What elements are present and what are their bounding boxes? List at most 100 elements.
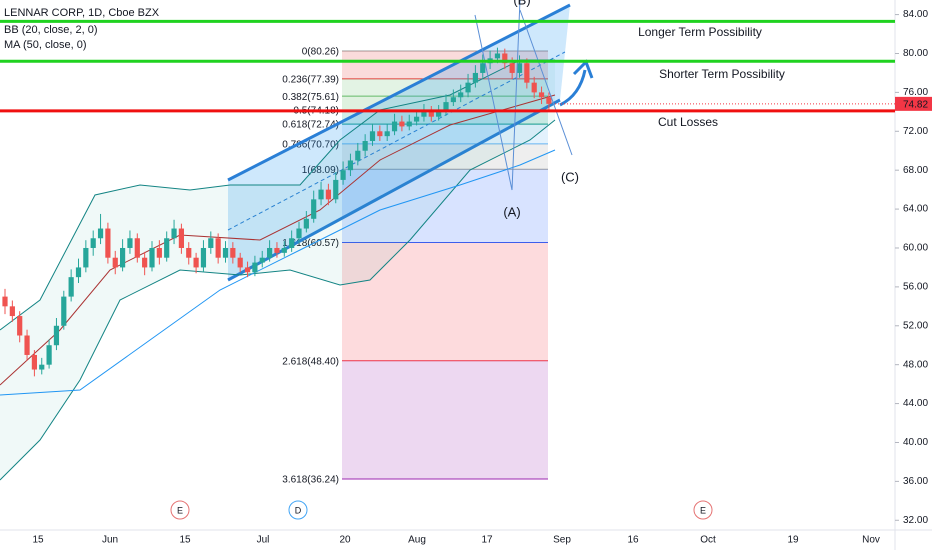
event-marker: [170, 500, 190, 520]
candle-body: [83, 247, 89, 268]
candle-body: [200, 247, 207, 268]
h-line-label: Cut Losses: [658, 115, 718, 129]
candle-body: [311, 199, 317, 219]
fib-label: 1.618(60.57): [282, 238, 339, 249]
candle-body: [391, 121, 398, 132]
fib-band: [342, 169, 548, 243]
candle-body: [289, 238, 295, 248]
wave-line: [519, 9, 573, 156]
y-tick-label: 64.00: [903, 204, 928, 215]
channel-mid: [227, 51, 566, 231]
candle-body: [369, 131, 376, 142]
candle-body: [428, 111, 434, 117]
candle-body: [414, 116, 420, 122]
candle-body: [230, 247, 236, 258]
candle-body: [164, 238, 170, 258]
candle-body: [39, 364, 45, 370]
candle-body: [509, 63, 515, 73]
bb-lower: [0, 119, 556, 481]
candle-body: [516, 63, 523, 73]
fib-label: 0.786(70.70): [282, 140, 339, 151]
candle-body: [17, 316, 23, 336]
event-label: D: [295, 505, 302, 515]
wave-label: (B): [513, 0, 530, 7]
candle-body: [318, 189, 324, 200]
bb-basis: [0, 94, 556, 386]
fib-band: [342, 360, 548, 480]
candle-body: [142, 257, 148, 268]
candle-body: [244, 267, 251, 273]
fib-label: 0.236(77.39): [282, 75, 339, 86]
y-tick-label: 44.00: [903, 398, 928, 409]
fib-band: [342, 110, 548, 125]
h-line-label: Longer Term Possibility: [638, 25, 762, 39]
y-tick-label: 84.00: [903, 9, 928, 20]
candle-body: [384, 131, 390, 137]
candle-body: [134, 238, 140, 258]
y-tick-label: 80.00: [903, 48, 928, 59]
candle-body: [340, 170, 346, 180]
candle-body: [31, 354, 37, 370]
x-tick-label: 19: [787, 535, 799, 546]
candle-body: [127, 238, 133, 248]
y-tick-label: 36.00: [903, 476, 928, 487]
indicator-label: MA (50, close, 0): [4, 39, 87, 51]
candle-body: [303, 218, 309, 229]
candle-body: [406, 121, 412, 127]
bb-fill: [0, 60, 555, 480]
y-tick-label: 72.00: [903, 126, 928, 137]
candle-body: [450, 97, 456, 103]
x-tick-label: 20: [339, 535, 351, 546]
y-tick-label: 60.00: [903, 243, 928, 254]
x-tick-label: Oct: [700, 535, 716, 546]
event-marker: [693, 500, 713, 520]
candle-body: [68, 277, 74, 297]
x-tick-label: 15: [32, 535, 44, 546]
y-tick-label: 68.00: [903, 165, 928, 176]
candle-body: [61, 296, 67, 326]
candle-body: [9, 306, 15, 317]
last-price-box: [895, 96, 932, 111]
channel-upper: [227, 3, 571, 182]
wave-line: [474, 0, 521, 191]
candle-body: [458, 92, 464, 98]
candle-body: [46, 345, 52, 365]
candle-body: [296, 228, 302, 239]
candle-body: [2, 296, 8, 307]
candle-body: [259, 257, 265, 263]
fib-band: [342, 242, 548, 361]
event-label: E: [700, 505, 706, 515]
y-tick-label: 32.00: [903, 515, 928, 526]
fib-label: 2.618(48.40): [282, 356, 339, 367]
candle-body: [362, 141, 368, 151]
candle-body: [24, 335, 30, 355]
candle-body: [171, 228, 177, 239]
candle-body: [186, 247, 192, 258]
candles: [2, 47, 552, 377]
x-tick-label: Aug: [408, 535, 426, 546]
bb-upper: [0, 59, 555, 331]
candle-body: [524, 63, 530, 83]
last-price-label: 74.82: [903, 100, 928, 111]
x-tick-label: Jul: [257, 535, 270, 546]
candle-body: [399, 121, 405, 127]
x-tick-label: Jun: [102, 535, 118, 546]
candle-body: [252, 262, 258, 273]
candle-body: [347, 160, 354, 171]
candle-body: [546, 97, 552, 104]
candle-body: [531, 82, 537, 93]
wave-label: (A): [503, 204, 520, 219]
h-line-label: Shorter Term Possibility: [659, 67, 785, 81]
event-label: E: [177, 505, 183, 515]
candle-body: [97, 228, 104, 239]
candle-body: [105, 228, 111, 258]
candle-body: [465, 82, 471, 93]
candle-body: [193, 257, 199, 268]
y-tick-label: 76.00: [903, 87, 928, 98]
candle-body: [75, 267, 82, 278]
candle-body: [480, 63, 486, 73]
y-tick-label: 48.00: [903, 359, 928, 370]
candle-body: [178, 228, 184, 248]
candle-body: [333, 179, 339, 200]
candle-body: [156, 247, 162, 258]
